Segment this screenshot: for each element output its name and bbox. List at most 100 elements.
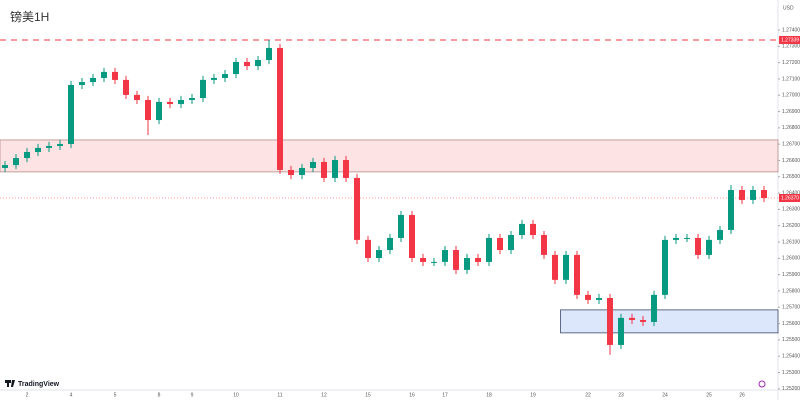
candle-body: [123, 79, 129, 95]
candle-body: [266, 47, 272, 61]
y-tick-label: 1.25500: [782, 337, 800, 343]
y-tick-label: 1.25800: [782, 288, 800, 294]
price-label-bg: [779, 193, 800, 202]
y-tick-label: 1.25400: [782, 354, 800, 360]
zone: [0, 139, 779, 173]
candle-body: [200, 79, 206, 99]
candle-body: [79, 82, 85, 85]
candle-body: [398, 214, 404, 238]
candle-body: [486, 237, 492, 262]
y-tick-label: 1.26100: [782, 239, 800, 245]
x-tick-label: 23: [618, 392, 624, 398]
candle-body: [728, 190, 734, 230]
candle-body: [145, 99, 151, 121]
x-tick-label: 22: [585, 392, 591, 398]
candle-body: [541, 235, 547, 255]
candle-body: [299, 167, 305, 175]
candle-body: [464, 258, 470, 270]
price-label: 1.26370: [781, 195, 799, 201]
candle-body: [695, 237, 701, 255]
candle-body: [90, 77, 96, 83]
brand-name: TradingView: [18, 381, 60, 388]
x-tick-label: 12: [321, 392, 327, 398]
candle-body: [684, 237, 690, 239]
candle-body: [761, 190, 767, 198]
candle-body: [167, 101, 173, 105]
candle-body: [475, 258, 481, 262]
candle-body: [552, 254, 558, 280]
candle-body: [244, 61, 250, 67]
candle-body: [332, 159, 338, 178]
candle-body: [629, 317, 635, 320]
candle-body: [321, 161, 327, 178]
event-icon[interactable]: [758, 380, 766, 388]
logo-icon: [5, 380, 15, 387]
y-tick-label: 1.27100: [782, 76, 800, 82]
candle-body: [277, 47, 283, 170]
y-tick-label: 1.25200: [782, 386, 800, 392]
zone: [560, 309, 779, 334]
x-tick-label: 25: [706, 392, 712, 398]
candle-body: [288, 169, 294, 175]
candle-body: [706, 239, 712, 255]
candle-body: [739, 190, 745, 200]
candle-body: [717, 229, 723, 240]
x-tick-label: 17: [442, 392, 448, 398]
candle-body: [651, 294, 657, 322]
y-tick-label: 1.26200: [782, 223, 800, 229]
x-tick-label: 18: [486, 392, 492, 398]
currency: USD: [783, 5, 794, 11]
candle-body: [585, 294, 591, 300]
y-tick-label: 1.26900: [782, 109, 800, 115]
candle-body: [189, 98, 195, 100]
candle-body: [46, 145, 52, 148]
x-tick-label: 26: [739, 392, 745, 398]
candle-body: [442, 250, 448, 262]
candle-body: [607, 297, 613, 345]
candle-body: [420, 258, 426, 262]
candle-body: [310, 161, 316, 168]
candle-body: [673, 237, 679, 240]
candle-body: [618, 317, 624, 345]
candle-body: [343, 159, 349, 178]
candle-body: [178, 99, 184, 105]
x-tick-label: 8: [158, 392, 161, 398]
candle-body: [156, 101, 162, 121]
x-tick-label: 11: [277, 392, 282, 398]
chart-title: 镑美1H: [10, 9, 49, 24]
x-tick-label: 15: [365, 392, 371, 398]
candle-body: [376, 250, 382, 259]
y-tick-label: 1.26000: [782, 256, 800, 262]
candle-body: [596, 297, 602, 300]
candle-body: [640, 319, 646, 322]
x-tick-label: 10: [233, 392, 239, 398]
candle-body: [13, 158, 19, 166]
x-tick-label: 19: [530, 392, 536, 398]
candle-body: [431, 261, 437, 263]
candle-body: [409, 214, 415, 259]
candle-body: [563, 254, 569, 280]
candle-body: [530, 223, 536, 236]
y-tick-label: 1.27000: [782, 93, 800, 99]
candle-body: [112, 71, 118, 80]
candle-body: [134, 94, 140, 100]
candle-body: [508, 235, 514, 251]
candle-body: [24, 152, 30, 159]
candle-body: [662, 239, 668, 295]
candle-body: [255, 60, 261, 67]
candle-body: [354, 177, 360, 240]
candle-body: [387, 237, 393, 251]
y-tick-label: 1.26600: [782, 158, 800, 164]
x-tick-label: 16: [409, 392, 415, 398]
y-tick-label: 1.26700: [782, 142, 800, 148]
price-label-bg: [779, 35, 800, 44]
candle-body: [35, 147, 41, 153]
y-tick-label: 1.25600: [782, 321, 800, 327]
candle-body: [574, 254, 580, 295]
candle-body: [222, 74, 228, 78]
x-tick-label: 4: [70, 392, 73, 398]
x-tick-label: 9: [191, 392, 194, 398]
candle-body: [101, 71, 107, 78]
